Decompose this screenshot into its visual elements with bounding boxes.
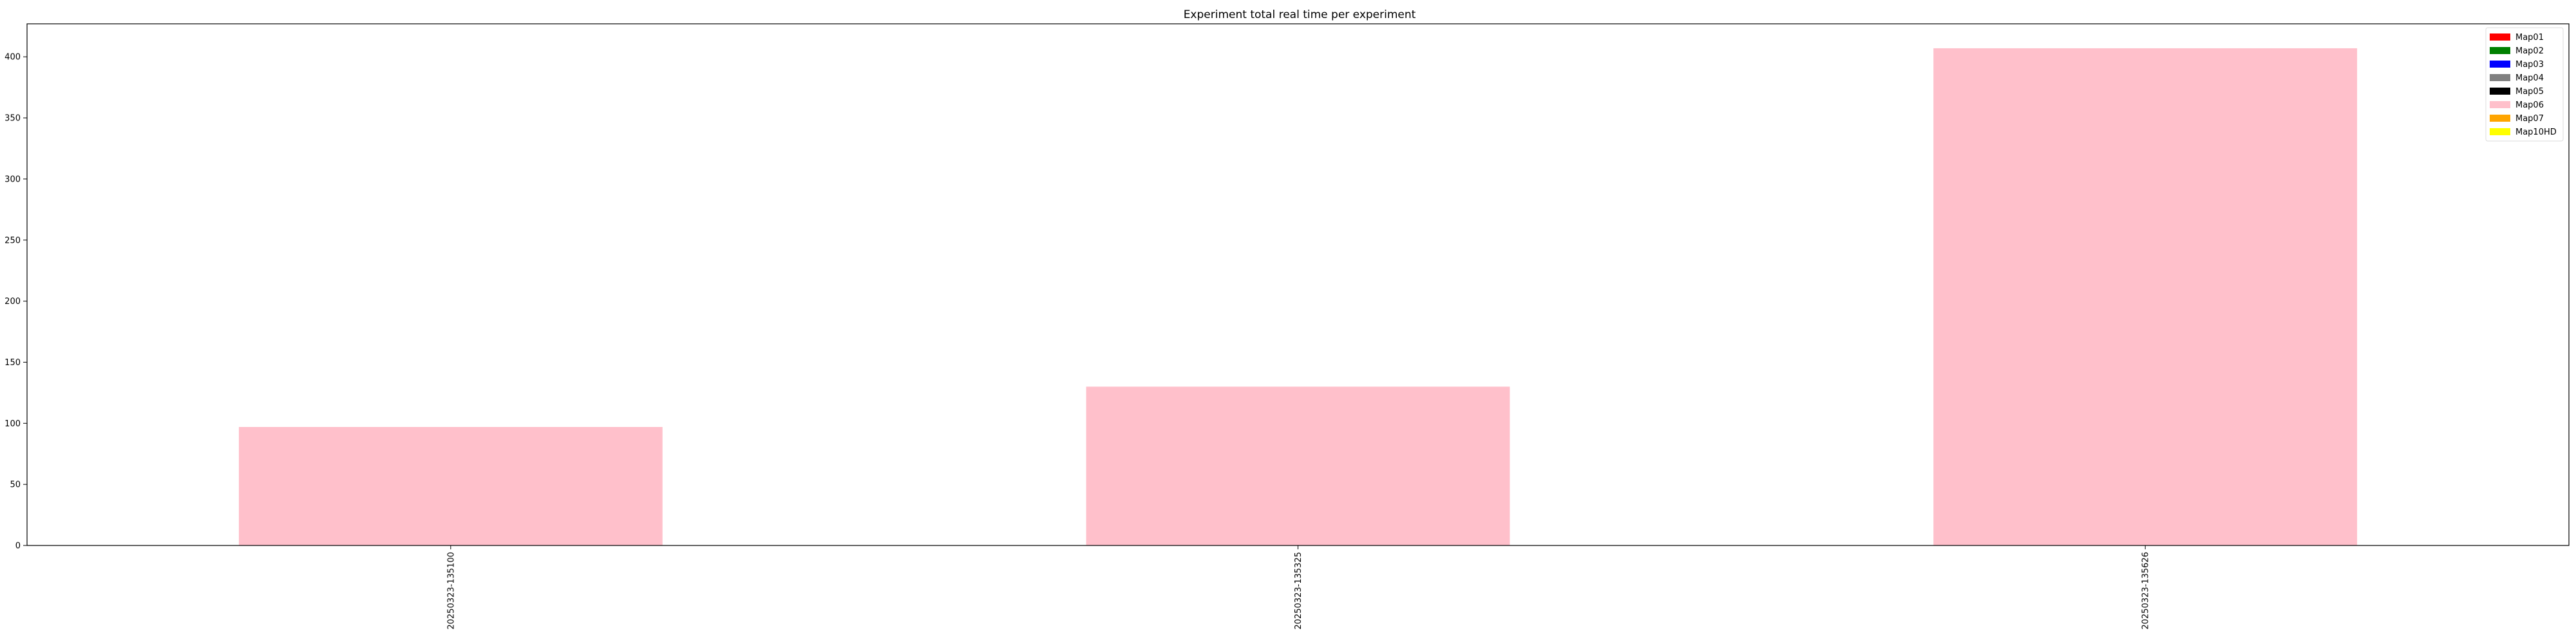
y-axis: 0 50 100 150 200 250 300 350 400: [5, 53, 27, 551]
bar-map06-2: [1933, 48, 2358, 546]
y-tick-label: 0: [15, 542, 21, 551]
legend-swatch-map07: [2490, 115, 2510, 122]
legend-swatch-map10hd: [2490, 128, 2510, 135]
x-tick-label: 20250323-135626: [2141, 552, 2151, 630]
legend: Map01 Map02 Map03 Map04 Map05 Map06 Map07 Map10…: [2485, 27, 2564, 142]
legend-label-map10hd: Map10HD: [2515, 128, 2557, 137]
legend-swatch-map06: [2490, 101, 2510, 108]
y-tick-label: 200: [5, 297, 21, 307]
chart-title: Experiment total real time per experimen…: [1184, 8, 1416, 21]
legend-box: [2485, 27, 2564, 142]
legend-swatch-map02: [2490, 47, 2510, 54]
x-axis: 20250323-135100 20250323-135325 20250323-1…: [446, 545, 2151, 630]
legend-label-map02: Map02: [2515, 46, 2544, 56]
legend-swatch-map03: [2490, 61, 2510, 68]
legend-label-map03: Map03: [2515, 60, 2544, 70]
bars-layer: [238, 48, 2358, 546]
legend-label-map06: Map06: [2515, 100, 2544, 110]
y-tick-label: 150: [5, 358, 21, 368]
y-tick-label: 350: [5, 114, 21, 124]
y-tick-label: 50: [10, 480, 21, 490]
x-tick-label: 20250323-135325: [1294, 552, 1303, 630]
x-tick-label: 20250323-135100: [446, 552, 456, 630]
y-tick-label: 400: [5, 53, 21, 62]
legend-label-map05: Map05: [2515, 87, 2544, 97]
plot-frame: [26, 23, 2570, 546]
y-tick-label: 300: [5, 175, 21, 184]
legend-swatch-map04: [2490, 74, 2510, 81]
legend-swatch-map01: [2490, 33, 2510, 41]
bar-map06-1: [1086, 386, 1510, 545]
legend-label-map04: Map04: [2515, 73, 2544, 83]
legend-swatch-map05: [2490, 88, 2510, 95]
y-tick-label: 250: [5, 236, 21, 245]
bar-map06-0: [238, 426, 663, 545]
legend-label-map07: Map07: [2515, 114, 2544, 124]
legend-label-map01: Map01: [2515, 33, 2544, 43]
y-tick-label: 100: [5, 419, 21, 429]
